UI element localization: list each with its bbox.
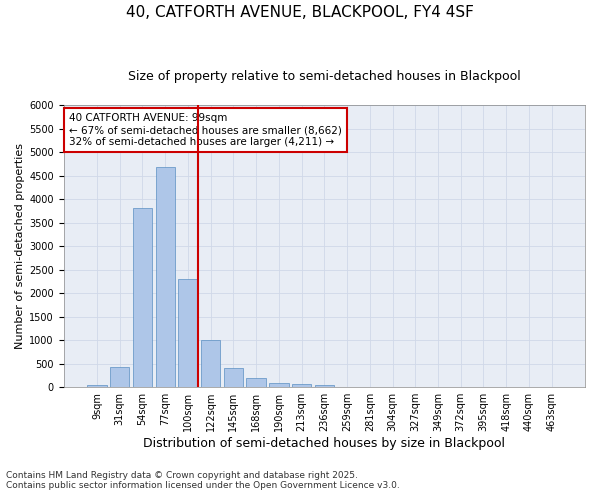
Bar xyxy=(314,384,334,387)
X-axis label: Distribution of semi-detached houses by size in Blackpool: Distribution of semi-detached houses by … xyxy=(143,437,505,450)
Text: 40 CATFORTH AVENUE: 99sqm
← 67% of semi-detached houses are smaller (8,662)
32% : 40 CATFORTH AVENUE: 99sqm ← 67% of semi-… xyxy=(69,114,342,146)
Bar xyxy=(201,340,220,387)
Bar xyxy=(110,366,130,387)
Bar xyxy=(155,167,175,387)
Bar xyxy=(224,368,243,387)
Bar xyxy=(88,385,107,387)
Text: Contains HM Land Registry data © Crown copyright and database right 2025.
Contai: Contains HM Land Registry data © Crown c… xyxy=(6,470,400,490)
Bar xyxy=(133,208,152,387)
Title: Size of property relative to semi-detached houses in Blackpool: Size of property relative to semi-detach… xyxy=(128,70,521,83)
Bar xyxy=(292,384,311,387)
Text: 40, CATFORTH AVENUE, BLACKPOOL, FY4 4SF: 40, CATFORTH AVENUE, BLACKPOOL, FY4 4SF xyxy=(126,5,474,20)
Bar xyxy=(178,279,197,387)
Y-axis label: Number of semi-detached properties: Number of semi-detached properties xyxy=(15,143,25,349)
Bar xyxy=(269,383,289,387)
Bar xyxy=(247,378,266,387)
